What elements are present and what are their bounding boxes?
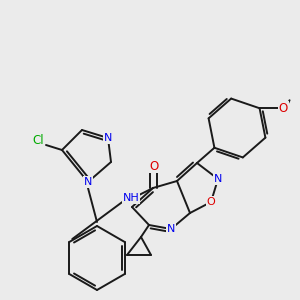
Text: N: N: [84, 177, 92, 187]
Text: O: O: [149, 160, 159, 172]
Text: N: N: [214, 174, 222, 184]
Text: O: O: [279, 102, 288, 115]
Text: N: N: [104, 133, 112, 143]
Text: N: N: [167, 224, 175, 234]
Text: O: O: [207, 197, 215, 207]
Text: Cl: Cl: [32, 134, 44, 146]
Text: NH: NH: [123, 193, 140, 203]
